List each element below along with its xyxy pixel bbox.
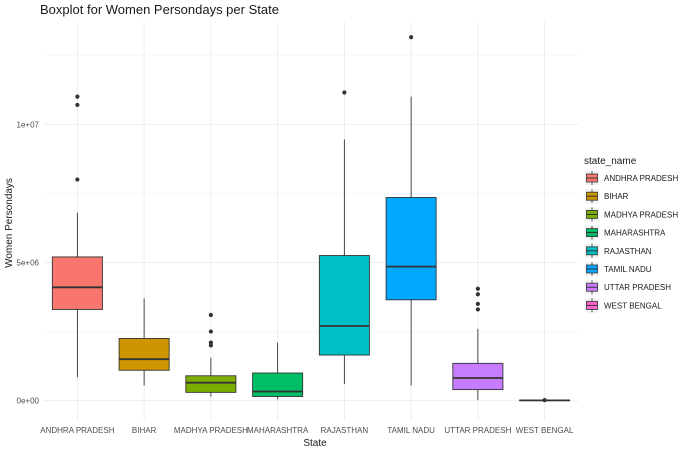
outlier-point (208, 340, 213, 345)
outlier-point (475, 301, 480, 307)
outlier-point (475, 292, 480, 297)
outlier-point (208, 312, 213, 318)
legend-label: WEST BENGAL (604, 301, 662, 310)
y-tick-label: 1e+07 (17, 120, 40, 129)
box-tamil-nadu (385, 35, 437, 386)
box-body (118, 338, 170, 371)
outlier-point (75, 102, 80, 108)
outlier-point (208, 329, 213, 334)
box-body (185, 375, 237, 393)
legend-item-madhya-pradesh: MADHYA PRADESH (585, 207, 678, 222)
legend-label: BIHAR (604, 192, 629, 201)
legend: state_name ANDHRA PRADESH BIHAR MADHYA PRA… (584, 156, 678, 313)
box-body (385, 197, 437, 301)
outlier-point (75, 94, 80, 99)
x-tick-label: TAMIL NADU (387, 426, 435, 435)
x-tick-label: BIHAR (132, 426, 157, 435)
legend-label: MAHARASHTRA (604, 229, 666, 238)
x-tick-label: UTTAR PRADESH (444, 426, 511, 435)
x-tick-label: MAHARASHTRA (247, 426, 309, 435)
chart-title: Boxplot for Women Persondays per State (40, 2, 279, 17)
boxes (51, 35, 571, 403)
box-uttar-pradesh (452, 286, 504, 401)
legend-label: ANDHRA PRADESH (604, 174, 678, 183)
x-tick-label: WEST BENGAL (516, 426, 574, 435)
outlier-point (342, 90, 347, 95)
legend-item-maharashtra: MAHARASHTRA (585, 225, 666, 240)
legend-label: TAMIL NADU (604, 265, 652, 274)
box-west-bengal (519, 398, 571, 403)
outlier-point (542, 398, 547, 403)
box-body (318, 255, 370, 356)
y-axis-ticks: 0e+00 5e+06 1e+07 (17, 120, 40, 405)
box-maharashtra (252, 342, 304, 400)
box-madhya-pradesh (185, 312, 237, 397)
box-andhra-pradesh (51, 94, 103, 378)
legend-item-bihar: BIHAR (585, 189, 629, 204)
outlier-point (75, 177, 80, 182)
box-body (452, 362, 504, 391)
legend-item-tamil-nadu: TAMIL NADU (585, 262, 652, 276)
y-axis-title: Women Persondays (4, 178, 15, 268)
x-tick-label: RAJASTHAN (321, 426, 369, 435)
legend-label: RAJASTHAN (604, 247, 652, 256)
legend-title: state_name (584, 156, 637, 167)
box-body (51, 256, 103, 310)
y-tick-label: 0e+00 (17, 397, 40, 406)
legend-label: MADHYA PRADESH (604, 210, 678, 219)
x-axis-title: State (303, 438, 327, 449)
x-axis-ticks: ANDHRA PRADESH BIHAR MADHYA PRADESH MAHARAS… (40, 426, 574, 435)
legend-item-west-bengal: WEST BENGAL (585, 298, 662, 313)
legend-item-andhra-pradesh: ANDHRA PRADESH (585, 171, 678, 185)
x-tick-label: MADHYA PRADESH (174, 426, 248, 435)
outlier-point (475, 286, 480, 291)
box-rajasthan (318, 90, 370, 385)
box-bihar (118, 298, 170, 386)
outlier-point (409, 35, 414, 40)
y-tick-label: 5e+06 (17, 258, 40, 267)
legend-item-rajasthan: RAJASTHAN (585, 243, 652, 258)
legend-item-uttar-pradesh: UTTAR PRADESH (585, 280, 671, 295)
box-body (252, 372, 304, 397)
outlier-point (475, 307, 480, 312)
legend-label: UTTAR PRADESH (604, 283, 671, 292)
x-tick-label: ANDHRA PRADESH (40, 426, 114, 435)
